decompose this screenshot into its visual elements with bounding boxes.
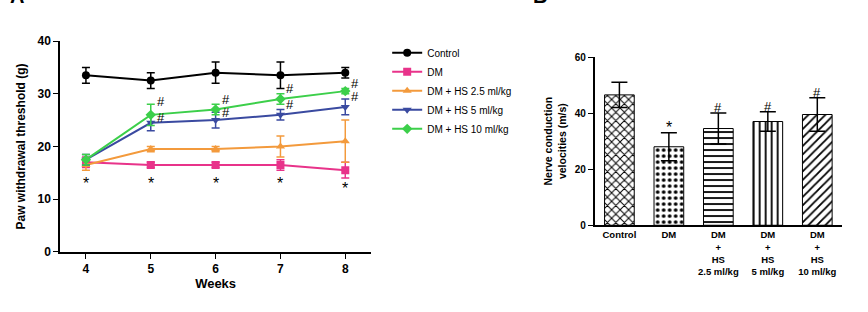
svg-text:20: 20 <box>37 140 51 154</box>
svg-text:DM+HS5 ml/kg: DM+HS5 ml/kg <box>751 229 784 277</box>
svg-text:10: 10 <box>37 192 51 206</box>
svg-text:0: 0 <box>44 245 51 259</box>
svg-text:DM+HS2.5 ml/kg: DM+HS2.5 ml/kg <box>698 229 739 277</box>
svg-text:DM + HS 2.5 ml/kg: DM + HS 2.5 ml/kg <box>427 86 511 97</box>
svg-text:#: # <box>351 89 359 104</box>
svg-text:#: # <box>222 92 230 107</box>
svg-text:Nerve conductionvelocities (m/: Nerve conductionvelocities (m/s) <box>542 97 568 186</box>
svg-text:5: 5 <box>147 262 154 276</box>
svg-text:30: 30 <box>37 87 51 101</box>
svg-text:6: 6 <box>212 262 219 276</box>
svg-text:DM + HS 10 ml/kg: DM + HS 10 ml/kg <box>427 124 508 135</box>
svg-text:40: 40 <box>575 108 587 119</box>
svg-text:DM + HS 5 ml/kg: DM + HS 5 ml/kg <box>427 105 503 116</box>
svg-text:*: * <box>213 175 219 192</box>
svg-text:#: # <box>157 94 165 109</box>
svg-text:*: * <box>342 180 348 197</box>
svg-text:B: B <box>533 0 547 7</box>
svg-text:#: # <box>714 100 722 115</box>
svg-text:Paw withdrawal threshold (g): Paw withdrawal threshold (g) <box>15 63 29 229</box>
svg-text:0: 0 <box>580 220 586 231</box>
svg-text:Weeks: Weeks <box>195 276 236 291</box>
svg-text:Control: Control <box>603 229 637 240</box>
svg-text:DM: DM <box>661 229 676 240</box>
svg-text:*: * <box>666 119 672 136</box>
svg-text:#: # <box>813 85 821 100</box>
svg-text:#: # <box>286 81 294 96</box>
svg-text:60: 60 <box>575 52 587 63</box>
svg-text:#: # <box>222 105 230 120</box>
svg-text:7: 7 <box>277 262 284 276</box>
svg-text:#: # <box>157 110 165 125</box>
svg-text:#: # <box>351 76 359 91</box>
svg-text:DM+HS10 ml/kg: DM+HS10 ml/kg <box>798 229 836 277</box>
svg-text:20: 20 <box>575 164 587 175</box>
svg-text:DM: DM <box>427 67 443 78</box>
svg-text:*: * <box>148 175 154 192</box>
svg-text:8: 8 <box>342 262 349 276</box>
svg-text:A: A <box>10 0 24 7</box>
svg-text:*: * <box>277 175 283 192</box>
svg-text:Control: Control <box>427 48 459 59</box>
svg-text:#: # <box>286 97 294 112</box>
svg-text:*: * <box>83 175 89 192</box>
svg-text:#: # <box>764 99 772 114</box>
svg-text:40: 40 <box>37 34 51 48</box>
svg-text:4: 4 <box>83 262 90 276</box>
